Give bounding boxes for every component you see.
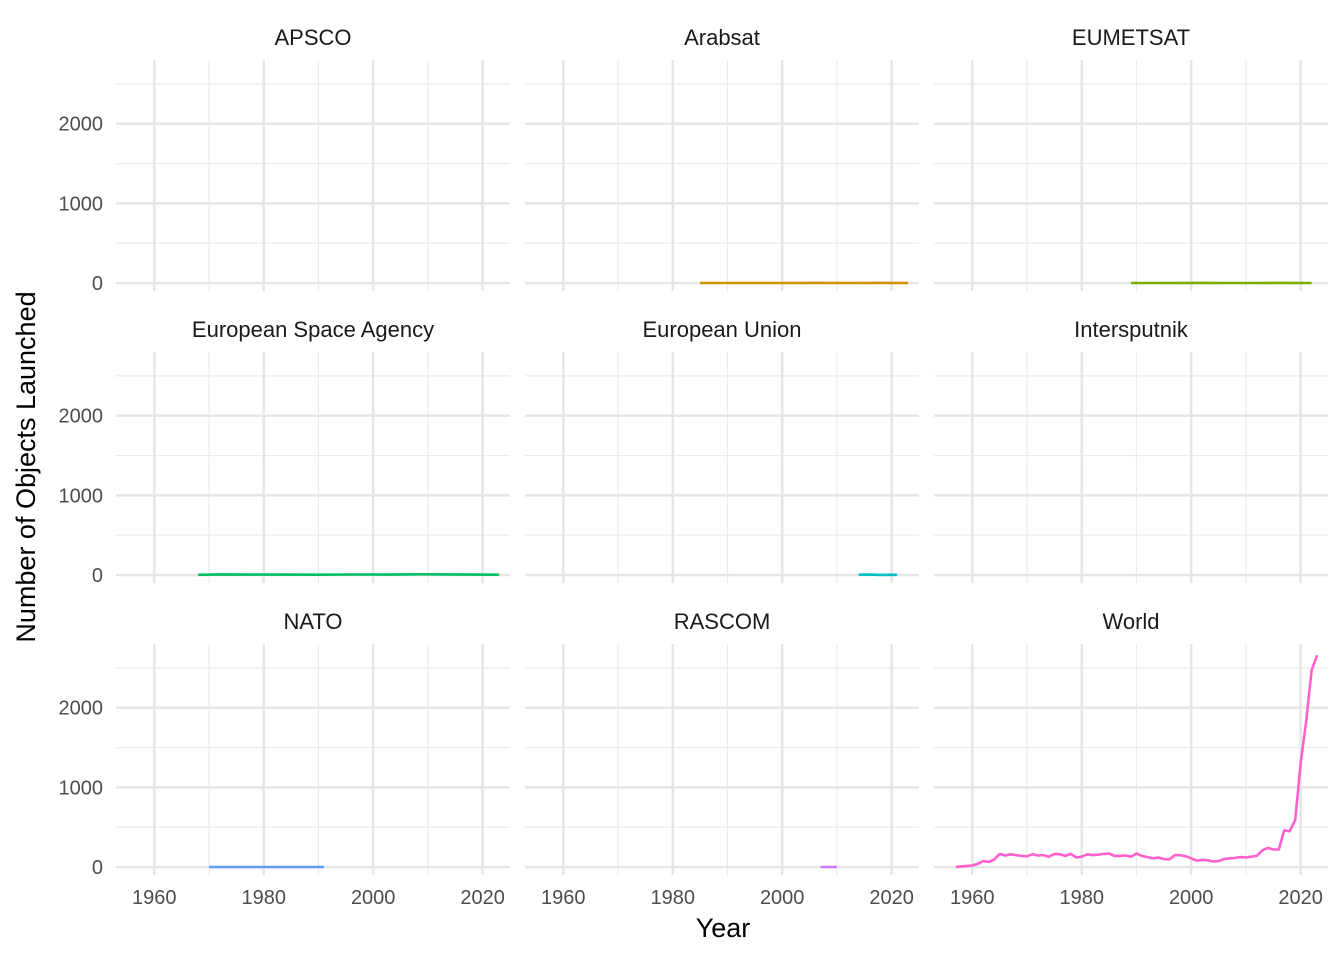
x-axis-title: Year xyxy=(696,913,751,943)
panel-arabsat: Arabsat xyxy=(525,25,919,291)
x-axis-tick-labels: 1960 1980 2000 2020 1960 1980 2000 2020 1960 1980… xyxy=(132,887,1323,909)
y-tick-label: 1000 xyxy=(59,193,104,215)
panel-rascom: RASCOM xyxy=(525,609,919,875)
x-tick-label: 2000 xyxy=(760,887,805,909)
x-tick-label: 2020 xyxy=(460,887,505,909)
x-tick-label: 1960 xyxy=(132,887,177,909)
x-tick-label: 1980 xyxy=(242,887,287,909)
series-line-european-space-agency xyxy=(198,574,499,575)
y-tick-label: 1000 xyxy=(59,485,104,507)
panel-nato: NATO xyxy=(116,609,510,875)
y-tick-label: 1000 xyxy=(59,777,104,799)
y-axis-tick-labels: 0 1000 2000 0 1000 2000 0 1000 2000 xyxy=(59,114,104,879)
x-tick-label: 1980 xyxy=(1060,887,1105,909)
panel-title: European Space Agency xyxy=(192,317,434,342)
y-tick-label: 2000 xyxy=(59,114,104,136)
chart-panels: APSCO Arabsat EUMETSAT European Space Agenc… xyxy=(116,25,1328,875)
x-tick-label: 2020 xyxy=(869,887,914,909)
y-tick-label: 0 xyxy=(92,273,103,295)
panel-intersputnik: Intersputnik xyxy=(934,317,1328,583)
x-tick-label: 2000 xyxy=(351,887,396,909)
x-tick-label: 1980 xyxy=(651,887,696,909)
y-axis-title: Number of Objects Launched xyxy=(11,291,41,642)
x-tick-label: 2020 xyxy=(1278,887,1323,909)
panel-title: APSCO xyxy=(274,25,351,50)
panel-apsco: APSCO xyxy=(116,25,510,291)
panel-european-space-agency: European Space Agency xyxy=(116,317,510,583)
x-tick-label: 1960 xyxy=(950,887,995,909)
panel-eumetsat: EUMETSAT xyxy=(934,25,1328,291)
panel-title: EUMETSAT xyxy=(1072,25,1190,50)
panel-world: World xyxy=(934,609,1328,875)
y-tick-label: 2000 xyxy=(59,406,104,428)
panel-title: NATO xyxy=(283,609,342,634)
y-tick-label: 0 xyxy=(92,565,103,587)
panel-title: RASCOM xyxy=(674,609,771,634)
y-tick-label: 0 xyxy=(92,857,103,879)
x-tick-label: 2000 xyxy=(1169,887,1214,909)
panel-title: World xyxy=(1102,609,1159,634)
y-tick-label: 2000 xyxy=(59,698,104,720)
x-tick-label: 1960 xyxy=(541,887,586,909)
panel-title: European Union xyxy=(642,317,801,342)
panel-title: Arabsat xyxy=(684,25,760,50)
panel-european-union: European Union xyxy=(525,317,919,583)
panel-title: Intersputnik xyxy=(1074,317,1189,342)
